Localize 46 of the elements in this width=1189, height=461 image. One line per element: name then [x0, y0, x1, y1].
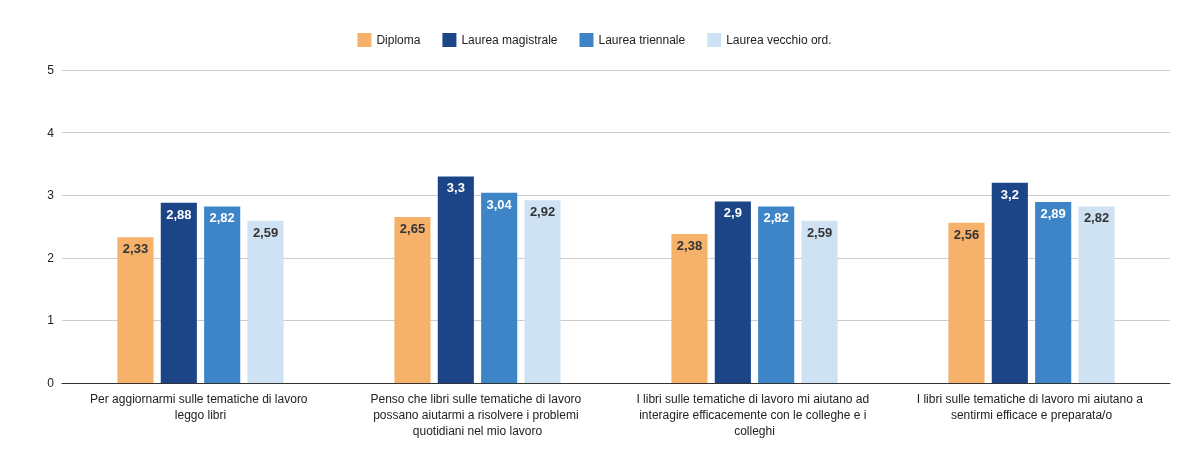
y-tick-label: 1: [47, 313, 55, 328]
data-label: 3,2: [1000, 186, 1019, 202]
x-tick-label: Per aggiornarmi sulle tematiche di lavoro leggo libri: [90, 392, 311, 422]
x-tick-label: I libri sulle tematiche di lavoro mi aiutano ad interagire efficacemente con le colleghe e i colleghi: [636, 392, 873, 438]
y-tick-label: 4: [47, 125, 55, 140]
data-label: 3,04: [486, 196, 513, 212]
bar: [394, 217, 431, 383]
x-tick-label: I libri sulle tematiche di lavoro mi aiutano a sentirmi efficace e preparata/o: [916, 392, 1147, 422]
data-label: 2,89: [1040, 206, 1066, 222]
bar: [481, 192, 518, 383]
bar: [758, 206, 795, 383]
data-label: 3,3: [446, 180, 465, 196]
data-label: 2,59: [806, 224, 833, 240]
bar: [117, 237, 154, 383]
y-tick-label: 5: [47, 63, 55, 77]
bar: [948, 222, 985, 383]
bar: [801, 220, 838, 383]
bar: [1035, 202, 1072, 383]
bar: [714, 201, 751, 383]
data-label: 2,56: [953, 226, 980, 242]
y-tick-label: 2: [47, 250, 55, 265]
bar: [437, 176, 474, 383]
bar: [671, 234, 708, 383]
data-label: 2,82: [763, 210, 789, 226]
data-label: 2,33: [122, 241, 149, 257]
bar: [160, 202, 197, 383]
bar: [247, 220, 284, 383]
legend-label: Laurea vecchio ord.: [726, 33, 832, 47]
data-label: 2,38: [676, 238, 703, 254]
bar: [204, 206, 241, 383]
bar: [1078, 206, 1115, 383]
bar: [991, 182, 1028, 383]
data-label: 2,88: [166, 206, 192, 222]
legend-label: Diploma: [376, 33, 421, 47]
data-label: 2,59: [252, 224, 279, 240]
x-tick-label: Penso che libri sulle tematiche di lavoro possano aiutarmi a risolvere i problemi quotidiani nel mio lavoro: [370, 392, 585, 438]
data-label: 2,92: [529, 204, 556, 220]
y-tick-label: 0: [47, 376, 55, 390]
data-label: 2,82: [209, 210, 235, 226]
data-label: 2,82: [1083, 210, 1110, 226]
data-label: 2,9: [723, 205, 742, 221]
legend-label: Laurea magistrale: [461, 33, 558, 47]
data-label: 2,65: [399, 221, 426, 237]
y-tick-label: 3: [47, 188, 55, 203]
bar: [524, 200, 561, 383]
legend-label: Laurea triennale: [598, 33, 686, 47]
